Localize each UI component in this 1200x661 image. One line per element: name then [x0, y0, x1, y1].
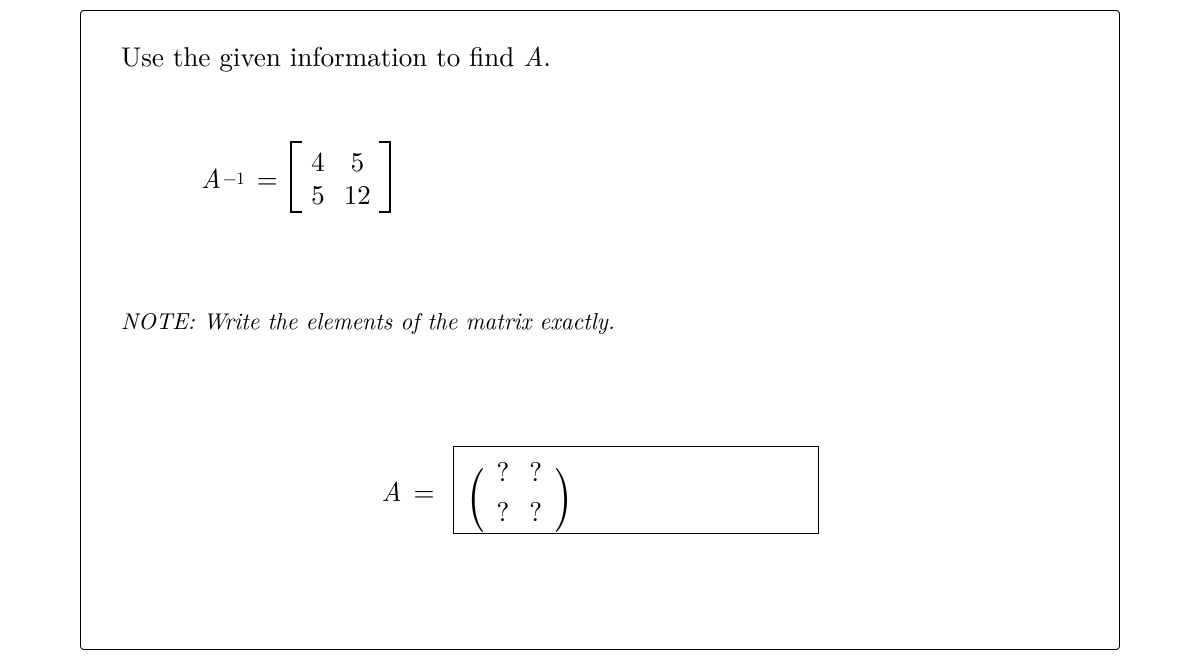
prompt-suffix: .: [543, 36, 551, 74]
note-body: Write the elements of the matrix exactly…: [195, 303, 615, 336]
matrix-cell-01: 5: [344, 147, 371, 174]
answer-matrix-grid: ? ? ? ?: [488, 451, 550, 529]
left-paren-icon: (: [467, 466, 486, 514]
matrix-body: 4 5 5 12: [302, 141, 379, 213]
answer-variable: A: [381, 471, 401, 509]
note-label: NOTE:: [121, 303, 195, 336]
answer-matrix: ( ? ? ? ? ): [464, 451, 575, 529]
matrix-cell-10: 5: [310, 180, 326, 207]
note-text: NOTE: Write the elements of the matrix e…: [121, 303, 1079, 336]
answer-equals: =: [414, 471, 435, 509]
answer-input-box[interactable]: ( ? ? ? ? ): [453, 446, 819, 534]
question-panel: Use the given information to find A. A−1…: [80, 10, 1120, 650]
prompt-prefix: Use the given information to find: [121, 36, 523, 74]
matrix-cell-00: 4: [310, 147, 326, 174]
answer-cell-11[interactable]: ?: [529, 491, 542, 529]
equals-sign: =: [257, 158, 278, 196]
right-paren-icon: ): [553, 466, 572, 514]
right-bracket-icon: [379, 141, 391, 213]
page: Use the given information to find A. A−1…: [0, 0, 1200, 661]
answer-cell-00[interactable]: ?: [496, 451, 509, 489]
given-lhs: A−1: [201, 158, 245, 196]
given-equation: A−1 = 4 5 5 12: [201, 141, 1079, 213]
prompt-text: Use the given information to find A.: [121, 39, 1079, 71]
answer-row: A = ( ? ? ? ? ): [121, 446, 1079, 534]
prompt-variable: A: [523, 36, 543, 74]
answer-cell-10[interactable]: ?: [496, 491, 509, 529]
given-variable: A: [201, 158, 221, 196]
left-bracket-icon: [290, 141, 302, 213]
matrix-cell-11: 12: [344, 180, 371, 207]
answer-cell-01[interactable]: ?: [529, 451, 542, 489]
given-matrix: 4 5 5 12: [290, 141, 391, 213]
given-superscript: −1: [223, 165, 245, 189]
